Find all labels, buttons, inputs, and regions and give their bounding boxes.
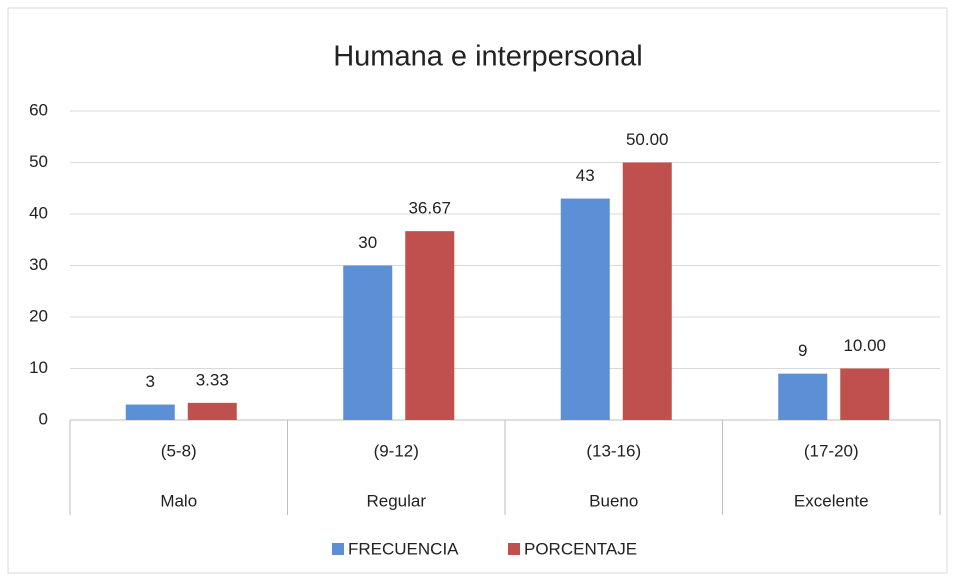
- chart-border: [7, 7, 948, 574]
- y-tick-label: 60: [29, 100, 48, 119]
- legend-label: PORCENTAJE: [524, 539, 637, 558]
- y-tick-label: 20: [29, 306, 48, 325]
- bar: [125, 404, 175, 420]
- data-label: 43: [576, 166, 595, 185]
- y-tick-label: 10: [29, 358, 48, 377]
- bar: [187, 402, 237, 420]
- bar: [405, 231, 455, 420]
- data-label: 10.00: [843, 336, 886, 355]
- y-tick-label: 50: [29, 152, 48, 171]
- chart-title: Humana e interpersonal: [333, 41, 643, 73]
- x-tick-label: (17-20): [804, 441, 859, 460]
- x-group-label: Regular: [366, 491, 426, 510]
- data-label: 3.33: [196, 370, 229, 389]
- legend-swatch: [508, 543, 520, 555]
- x-group-label: Malo: [160, 491, 197, 510]
- y-tick-label: 30: [29, 255, 48, 274]
- x-tick-label: (9-12): [374, 441, 419, 460]
- data-label: 3: [146, 372, 155, 391]
- bar: [778, 373, 828, 420]
- data-label: 30: [358, 233, 377, 252]
- y-tick-label: 0: [39, 409, 48, 428]
- data-label: 9: [798, 341, 807, 360]
- x-tick-label: (5-8): [161, 441, 197, 460]
- legend-label: FRECUENCIA: [348, 539, 459, 558]
- x-group-label: Excelente: [794, 491, 869, 510]
- x-group-label: Bueno: [589, 491, 638, 510]
- bar: [343, 265, 393, 420]
- bar: [622, 162, 672, 420]
- bar: [560, 198, 610, 420]
- data-label: 36.67: [408, 199, 451, 218]
- y-tick-label: 40: [29, 203, 48, 222]
- legend-swatch: [332, 543, 344, 555]
- bar: [840, 368, 890, 420]
- x-tick-label: (13-16): [586, 441, 641, 460]
- data-label: 50.00: [626, 130, 669, 149]
